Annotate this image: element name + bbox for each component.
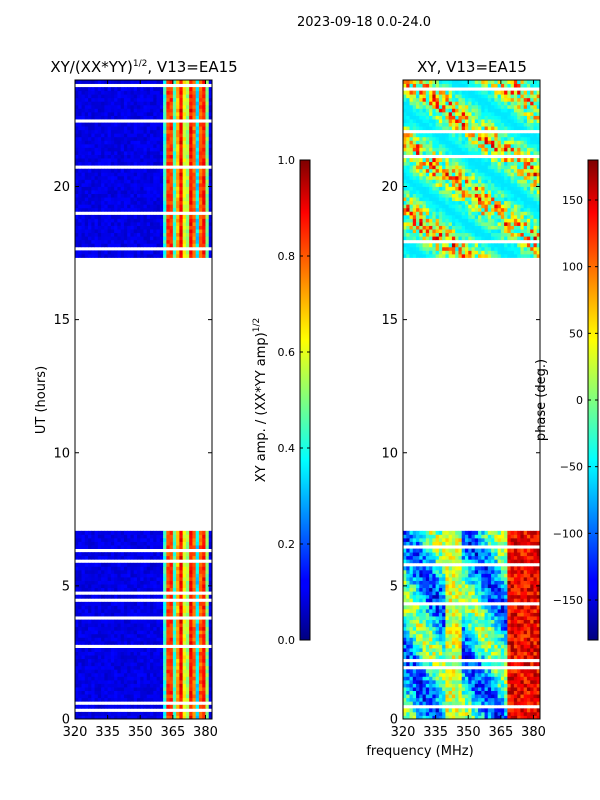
colorbar2-tick-label: 100	[562, 261, 583, 274]
panel2-ytick-label: 15	[381, 313, 398, 328]
colorbar1-tick-label: 0.8	[278, 250, 296, 263]
panel1-xtick-label: 320	[63, 725, 88, 740]
panel2-frame	[402, 79, 541, 720]
panel1-heatmap	[75, 80, 213, 720]
colorbar1-tick-label: 0.6	[278, 346, 296, 359]
colorbar1-ticks: 0.0 0.2 0.4 0.6 0.8 1.0	[278, 154, 310, 647]
panel1-ytick-label: 20	[53, 180, 70, 195]
panel2-xtick-label: 350	[456, 725, 481, 740]
colorbar2-label: phase (deg.)	[534, 359, 549, 441]
colorbar2-tick-label: −100	[553, 527, 583, 540]
panel2-title: XY, V13=EA15	[417, 58, 527, 76]
colorbar1-tick-label: 1.0	[278, 154, 296, 167]
panel1-ticks: 320 335 350 365 380 0 5 10 15 20	[53, 80, 218, 740]
colorbar2-ticks: −150 −100 −50 0 50 100 150	[553, 194, 598, 607]
colorbar2-tick-label: −50	[560, 461, 583, 474]
panel2-ytick-label: 10	[381, 446, 398, 461]
panel1-frame	[74, 79, 213, 720]
colorbar1-label: XY amp. / (XX*YY amp)1/2	[252, 318, 269, 482]
panel2-xtick-label: 365	[488, 725, 513, 740]
panel2-ytick-label: 5	[390, 579, 398, 594]
colorbar1	[299, 159, 311, 641]
panel1-ytick-label: 10	[53, 446, 70, 461]
x-axis-label: frequency (MHz)	[366, 744, 473, 759]
panel1-xtick-label: 335	[95, 725, 120, 740]
panel1-ytick-label: 5	[62, 579, 70, 594]
panel1-xtick-label: 350	[128, 725, 153, 740]
colorbar1-tick-label: 0.2	[278, 538, 296, 551]
panel2-xtick-label: 380	[521, 725, 546, 740]
panel2-xtick-label: 335	[423, 725, 448, 740]
colorbar2-tick-label: 0	[576, 394, 583, 407]
panel2-ticks: 320 335 350 365 380 0 5 10 15 20	[381, 80, 546, 740]
panel2-heatmap	[403, 80, 541, 720]
colorbar2-tick-label: −150	[553, 594, 583, 607]
colorbar1-tick-label: 0.0	[278, 634, 296, 647]
colorbar2-tick-label: 150	[562, 194, 583, 207]
panel1-title: XY/(XX*YY)1/2, V13=EA15	[50, 58, 237, 76]
panel1-ylabel: UT (hours)	[34, 366, 49, 434]
panel2-xtick-label: 320	[391, 725, 416, 740]
colorbar2-tick-label: 50	[569, 327, 583, 340]
panel2-ytick-label: 20	[381, 180, 398, 195]
panel1-ytick-label: 0	[62, 713, 70, 728]
colorbar1-tick-label: 0.4	[278, 442, 296, 455]
panel1-ytick-label: 15	[53, 313, 70, 328]
panel1-xtick-label: 380	[193, 725, 218, 740]
panel2-ytick-label: 0	[390, 713, 398, 728]
figure-suptitle: 2023-09-18 0.0-24.0	[297, 15, 431, 30]
panel1-xtick-label: 365	[160, 725, 185, 740]
